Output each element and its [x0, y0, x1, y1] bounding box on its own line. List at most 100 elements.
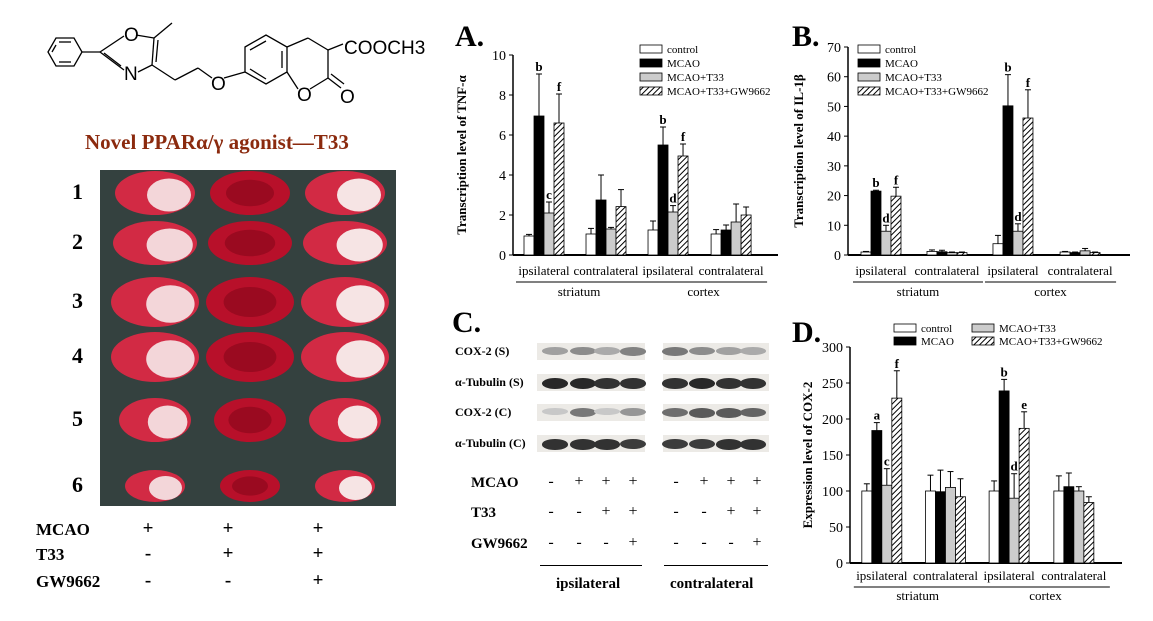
region-label: cortex: [1034, 284, 1067, 299]
region-label: striatum: [897, 284, 940, 299]
row-number: 5: [72, 406, 83, 431]
blot-band: [594, 439, 620, 450]
region-label: ipsilateral: [556, 576, 621, 592]
bar-mcao-t33: [605, 228, 617, 256]
y-tick-label: 0: [499, 249, 506, 264]
bar-control: [585, 233, 597, 256]
condition-sign: +: [312, 570, 324, 591]
blot-band: [594, 347, 620, 355]
bar-mcao: [1069, 252, 1081, 256]
bar-control: [861, 490, 873, 564]
y-tick-label: 10: [492, 49, 506, 64]
region-label: striatum: [896, 588, 939, 603]
condition-sign: +: [222, 518, 234, 539]
panel-letter: D.: [792, 316, 821, 349]
significance-letter: f: [894, 172, 899, 187]
row-number: 6: [72, 472, 83, 497]
y-tick-label: 300: [822, 341, 843, 356]
panel-letter-c: C.: [452, 306, 482, 339]
legend-label: MCAO: [885, 58, 918, 70]
bar-mcao-t33-gw9662: [890, 195, 902, 256]
region-underline: [664, 565, 768, 566]
bar-chart-d: D. 0 50 100 150 200 250 300 Expression level of …: [792, 316, 1122, 603]
condition-sign: +: [752, 473, 762, 490]
legend-swatch: [857, 44, 881, 54]
blot-label: COX-2 (C): [455, 405, 512, 419]
blot-band: [620, 408, 646, 416]
bar-mcao: [720, 229, 732, 256]
category-label: contralateral: [913, 568, 978, 583]
legend-label: MCAO+T33+GW9662: [885, 86, 988, 98]
significance-letter: a: [874, 408, 881, 423]
bar-control: [926, 251, 938, 256]
infarct-area: [146, 285, 195, 323]
y-tick-label: 40: [827, 130, 841, 145]
condition-label: GW9662: [471, 536, 528, 552]
infarct-area: [147, 178, 191, 212]
bar-mcao-t33-gw9662: [740, 214, 752, 256]
bar-control: [988, 490, 1000, 564]
bar-mcao-t33-gw9662: [553, 122, 565, 256]
significance-letter: d: [882, 210, 890, 225]
infarct-area: [146, 340, 195, 378]
significance-letter: b: [1004, 60, 1011, 75]
bar-mcao-t33-gw9662: [955, 496, 966, 564]
atom-label: O: [340, 87, 355, 108]
condition-sign: +: [628, 534, 638, 551]
blot-band: [740, 439, 766, 450]
bar-mcao: [936, 251, 948, 256]
bar-mcao-t33: [945, 486, 956, 564]
infarct-area: [336, 228, 383, 262]
category-label: ipsilateral: [987, 263, 1039, 278]
blot-band: [740, 347, 766, 355]
bar-mcao-t33: [543, 212, 555, 256]
bar-control: [992, 243, 1004, 256]
bar-mcao-t33: [1008, 497, 1020, 564]
legend-label: MCAO+T33+GW9662: [999, 336, 1102, 348]
y-tick-label: 0: [836, 557, 843, 572]
blot-band: [662, 439, 688, 450]
category-label: ipsilateral: [518, 263, 570, 278]
condition-sign: -: [224, 570, 232, 591]
blot-label: α-Tubulin (C): [455, 436, 526, 450]
category-label: contralateral: [1048, 263, 1113, 278]
y-tick-label: 250: [822, 377, 843, 392]
significance-letter: b: [1001, 364, 1008, 379]
brain-slice-core: [223, 342, 277, 372]
significance-letter: c: [546, 187, 552, 202]
condition-sign: +: [574, 473, 584, 490]
condition-label: MCAO: [471, 475, 519, 491]
significance-letter: f: [557, 79, 562, 94]
bar-control: [710, 233, 722, 256]
condition-label: MCAO: [36, 520, 90, 539]
brain-slice-core: [226, 179, 274, 207]
condition-sign: -: [603, 534, 609, 551]
bar-mcao: [533, 115, 545, 256]
legend-swatch: [893, 336, 917, 346]
region-label: contralateral: [670, 576, 754, 592]
y-tick-label: 30: [827, 160, 841, 175]
y-tick-label: 50: [827, 100, 841, 115]
significance-letter: f: [1026, 75, 1031, 90]
legend-swatch: [893, 323, 917, 333]
brain-slice-core: [224, 229, 276, 257]
legend-label: MCAO+T33: [885, 72, 942, 84]
blot-band: [620, 439, 646, 450]
brain-slices-photo: [100, 170, 396, 506]
condition-label: T33: [36, 545, 65, 564]
atom-label: O: [211, 74, 226, 95]
brain-slice-core: [223, 287, 277, 317]
blot-band: [716, 408, 742, 418]
condition-sign: +: [601, 473, 611, 490]
legend-swatch: [971, 323, 995, 333]
blot-label: COX-2 (S): [455, 344, 510, 358]
legend-label: control: [667, 44, 698, 56]
condition-sign: -: [548, 503, 554, 520]
brain-slice-core: [232, 476, 268, 496]
infarct-area: [149, 476, 182, 500]
significance-letter: d: [1014, 209, 1022, 224]
infarct-area: [337, 405, 378, 439]
y-axis-label: Transcription level of IL-1β: [791, 74, 806, 228]
significance-letter: d: [669, 191, 677, 206]
